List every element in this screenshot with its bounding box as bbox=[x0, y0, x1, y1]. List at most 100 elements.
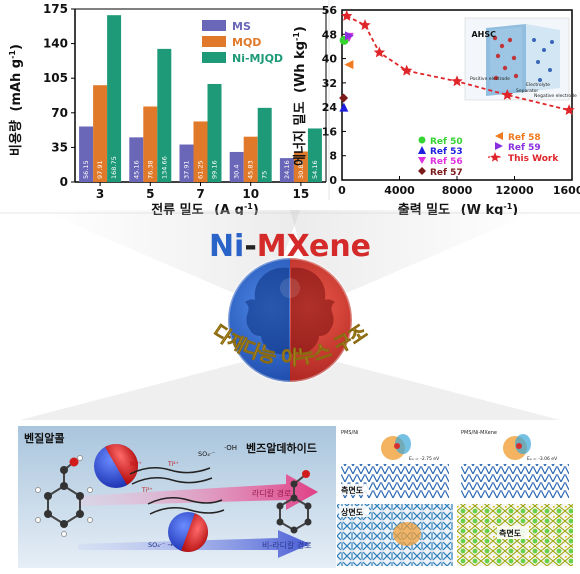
legend-ref57-marker bbox=[418, 167, 426, 175]
bar-value-label: 45.83 bbox=[247, 160, 255, 179]
legend-ref56-marker bbox=[418, 157, 426, 164]
bar-value-label: 168.75 bbox=[110, 156, 118, 179]
dft-structure-panel: PMS/Ni Eₐ = -2.75 eV 측면도 PMS/Ni-MXene Eₐ… bbox=[337, 426, 573, 566]
bar-y-axis-label: 비용량 (mAh g-1) bbox=[8, 44, 24, 156]
divider-vertical-top bbox=[328, 0, 330, 200]
dft-eads-2: Eₐ = -3.06 eV bbox=[527, 456, 558, 462]
bar-nimjqd-5 bbox=[157, 48, 172, 183]
legend-ref50-marker bbox=[418, 136, 426, 144]
ragone-ytick-label: 40 bbox=[322, 53, 338, 66]
ragone-xtick-label: 12000 bbox=[495, 184, 534, 197]
ragone-xtick-label: 0 bbox=[338, 184, 346, 197]
product-label: 벤즈알데하이드 bbox=[246, 441, 317, 455]
inset-electrolyte-label: Electrolyte bbox=[526, 82, 550, 88]
so4-radical-label: SO₄·⁻ bbox=[198, 450, 215, 458]
this-work-point bbox=[400, 64, 413, 76]
dft-pms-nimxene-side: PMS/Ni-MXene Eₐ = -3.06 eV bbox=[457, 426, 573, 500]
oh-radical-label: ·OH bbox=[224, 444, 237, 452]
reaction-scheme-panel: 라디칼 경로 비-라디칼 경로 SO₄·⁻ → ¹O₂ Ni³⁺ Ti³⁺ Ti… bbox=[18, 426, 336, 568]
dft-label-pms-ni-mxene: PMS/Ni-MXene bbox=[461, 430, 497, 436]
this-work-point bbox=[359, 19, 371, 31]
bar-value-label: 76.38 bbox=[146, 160, 154, 179]
bar-ytick-label: 175 bbox=[43, 2, 68, 16]
legend-swatch-nimjqd bbox=[202, 52, 226, 63]
dft-label-pms-ni: PMS/Ni bbox=[341, 430, 358, 436]
reactant-label: 벤질알콜 bbox=[24, 431, 64, 445]
bar-mqd-10 bbox=[243, 136, 258, 182]
janus-center-graphic: Ni-MXene 다재다능 야누스 구조 bbox=[20, 210, 560, 420]
radical-path-label: 라디칼 경로 bbox=[252, 488, 291, 498]
legend-ref53-marker bbox=[418, 146, 426, 154]
ragone-ytick-label: 32 bbox=[322, 77, 337, 90]
bar-value-label: 61.25 bbox=[197, 160, 205, 179]
legend-label-mqd: MQD bbox=[232, 36, 261, 49]
ref-point-ref59 bbox=[344, 31, 354, 41]
bar-value-label: 54.16 bbox=[311, 160, 319, 179]
side-view-label-2: 측면도 bbox=[499, 528, 522, 538]
bar-ytick-label: 105 bbox=[43, 71, 68, 85]
legend-ref58-marker bbox=[495, 132, 503, 140]
bar-ms-7 bbox=[179, 144, 194, 182]
ragone-xtick-label: 4000 bbox=[384, 184, 415, 197]
bar-ms-10 bbox=[229, 151, 244, 182]
legend-ref57-label: Ref 57 bbox=[430, 168, 463, 178]
mxene-sheets bbox=[129, 467, 225, 515]
this-work-point bbox=[341, 10, 353, 21]
ragone-ytick-label: 24 bbox=[322, 101, 338, 114]
ni3-label: Ni³⁺ bbox=[130, 461, 142, 468]
bar-nimjqd-7 bbox=[207, 83, 222, 182]
radical-path-arrow bbox=[78, 474, 318, 510]
ragone-ytick-label: 56 bbox=[322, 4, 338, 17]
bar-ytick-label: 0 bbox=[60, 175, 68, 189]
legend-ref59-label: Ref 59 bbox=[508, 143, 541, 153]
ahsc-device-inset: AHSC Positive electrode Separator Electr… bbox=[464, 17, 577, 101]
ragone-ytick-label: 8 bbox=[329, 150, 337, 163]
bar-nimjqd-10 bbox=[257, 107, 272, 182]
bar-mqd-15 bbox=[293, 151, 308, 182]
bar-ytick-label: 140 bbox=[43, 37, 68, 51]
legend-label-nimjqd: Ni-MJQD bbox=[232, 52, 283, 65]
ragone-plot: AHSC Positive electrode Separator Electr… bbox=[292, 4, 580, 215]
bar-value-label: 37.91 bbox=[183, 160, 191, 179]
this-work-point bbox=[451, 75, 463, 87]
legend-thiswork-label: This Work bbox=[508, 154, 559, 164]
legend-swatch-ms bbox=[202, 20, 226, 31]
bar-xtick-label: 5 bbox=[146, 187, 154, 201]
ragone-legend: Ref 50 Ref 53 Ref 56 Ref 57 Ref 58 Ref 5… bbox=[418, 132, 559, 178]
ragone-ytick-label: 0 bbox=[329, 174, 337, 187]
legend-ref58-label: Ref 58 bbox=[508, 133, 541, 143]
bar-value-label: 97.91 bbox=[96, 160, 104, 179]
bar-nimjqd-15 bbox=[307, 128, 322, 182]
legend-thiswork-marker bbox=[490, 152, 500, 162]
bar-xtick-label: 7 bbox=[196, 187, 204, 201]
bar-ms-5 bbox=[129, 137, 144, 182]
ref-point-ref53 bbox=[339, 102, 349, 112]
bar-mqd-3 bbox=[93, 85, 108, 182]
bar-value-label: 56.15 bbox=[82, 160, 90, 179]
dft-eads-1: Eₐ = -2.75 eV bbox=[409, 456, 440, 462]
janus-particle-top bbox=[94, 444, 138, 488]
bar-xtick-label: 3 bbox=[96, 187, 104, 201]
ragone-xtick-label: 8000 bbox=[442, 184, 473, 197]
bar-xtick-label: 10 bbox=[242, 187, 259, 201]
bar-nimjqd-3 bbox=[107, 15, 122, 182]
bar-value-label: 30.4 bbox=[233, 165, 241, 179]
janus-particle-bottom bbox=[168, 512, 208, 552]
janus-coin bbox=[226, 256, 354, 384]
bar-value-label: 45.16 bbox=[132, 160, 140, 179]
bar-ms-15 bbox=[279, 158, 294, 182]
center-title: Ni-MXene bbox=[209, 229, 371, 264]
inset-separator-label: Separator bbox=[516, 88, 538, 94]
legend-ref56-label: Ref 56 bbox=[430, 157, 463, 167]
ragone-y-axis-label: 에너지 밀도 (Wh kg-1) bbox=[292, 26, 308, 166]
side-view-label-1: 측면도 bbox=[341, 485, 364, 495]
bar-ytick-label: 70 bbox=[51, 106, 68, 120]
ragone-ytick-label: 16 bbox=[322, 125, 338, 138]
inset-negative-label: Negative electrode bbox=[534, 93, 577, 99]
top-view-label: 상면도 bbox=[341, 507, 364, 517]
inset-positive-label: Positive electrode bbox=[470, 76, 510, 82]
bar-legend: MS MQD Ni-MJQD bbox=[202, 20, 283, 65]
bar-ytick-label: 35 bbox=[51, 140, 68, 154]
this-work-point bbox=[563, 104, 575, 116]
